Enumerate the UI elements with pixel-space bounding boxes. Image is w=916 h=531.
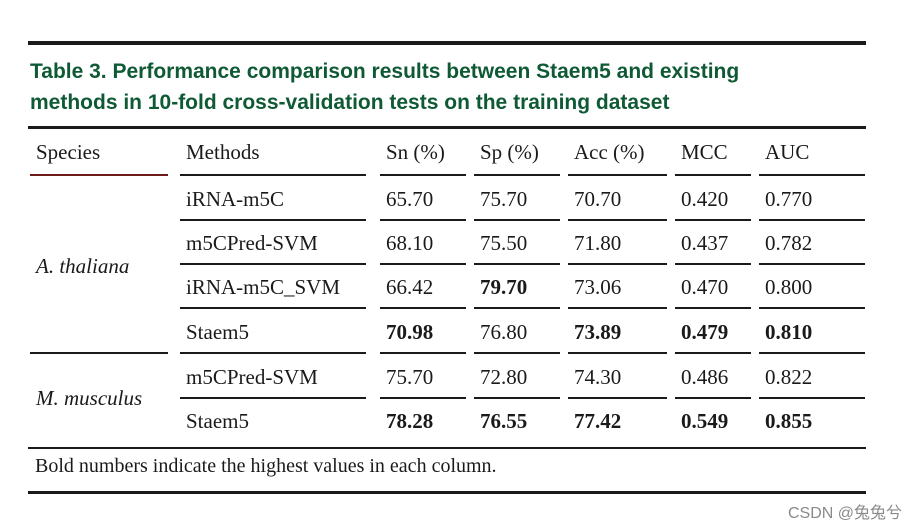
method-cell: m5CPred-SVM: [186, 231, 318, 255]
auc-cell: 0.810: [765, 320, 813, 344]
table-bottom-rule: [28, 447, 866, 449]
sp-cell: 76.55: [480, 409, 528, 433]
header-top-rule: [28, 126, 866, 129]
header-species: Species: [36, 140, 101, 164]
caption-line-1: Table 3. Performance comparison results …: [30, 60, 740, 83]
header-underline-methods: [180, 174, 366, 176]
header-underline-species: [30, 174, 168, 176]
sp-cell: 76.80: [480, 320, 528, 344]
method-cell: Staem5: [186, 409, 249, 433]
table-caption: Table 3. Performance comparison results …: [30, 56, 870, 118]
header-underline-auc: [759, 174, 865, 176]
sn-cell: 66.42: [386, 275, 434, 299]
watermark: CSDN @兔兔兮: [787, 505, 902, 522]
sp-cell: 75.50: [480, 231, 528, 255]
mcc-cell: 0.486: [681, 365, 729, 389]
sn-cell: 70.98: [386, 320, 434, 344]
mcc-cell: 0.470: [681, 275, 729, 299]
table-footnote: Bold numbers indicate the highest values…: [35, 455, 497, 477]
header-underline-sn: [380, 174, 466, 176]
header-underline-mcc: [675, 174, 751, 176]
acc-cell: 77.42: [574, 409, 622, 433]
header-underline-sp: [474, 174, 560, 176]
sp-cell: 75.70: [480, 187, 528, 211]
header-acc: Acc (%): [574, 140, 645, 164]
auc-cell: 0.782: [765, 231, 813, 255]
header-sp: Sp (%): [480, 140, 539, 164]
table-top-rule: [28, 41, 866, 45]
mcc-cell: 0.479: [681, 320, 729, 344]
page-bottom-rule: [28, 491, 866, 494]
acc-cell: 73.06: [574, 275, 622, 299]
caption-line-2: methods in 10-fold cross-validation test…: [30, 91, 670, 114]
mcc-cell: 0.420: [681, 187, 729, 211]
acc-cell: 70.70: [574, 187, 622, 211]
sn-cell: 68.10: [386, 231, 434, 255]
auc-cell: 0.770: [765, 187, 813, 211]
species-label: A. thaliana: [36, 254, 130, 278]
sp-cell: 79.70: [480, 275, 528, 299]
acc-cell: 73.89: [574, 320, 622, 344]
method-cell: iRNA-m5C_SVM: [186, 275, 341, 299]
mcc-cell: 0.549: [681, 409, 729, 433]
sn-cell: 75.70: [386, 365, 434, 389]
method-cell: Staem5: [186, 320, 249, 344]
auc-cell: 0.855: [765, 409, 813, 433]
header-sn: Sn (%): [386, 140, 445, 164]
sp-cell: 72.80: [480, 365, 528, 389]
species-label: M. musculus: [36, 386, 143, 410]
acc-cell: 71.80: [574, 231, 622, 255]
method-cell: m5CPred-SVM: [186, 365, 318, 389]
header-methods: Methods: [186, 140, 260, 164]
header-mcc: MCC: [681, 140, 728, 164]
auc-cell: 0.822: [765, 365, 813, 389]
sn-cell: 78.28: [386, 409, 434, 433]
acc-cell: 74.30: [574, 365, 622, 389]
header-underline-acc: [568, 174, 667, 176]
method-cell: iRNA-m5C: [186, 187, 285, 211]
auc-cell: 0.800: [765, 275, 813, 299]
mcc-cell: 0.437: [681, 231, 729, 255]
sn-cell: 65.70: [386, 187, 434, 211]
header-auc: AUC: [765, 140, 810, 164]
